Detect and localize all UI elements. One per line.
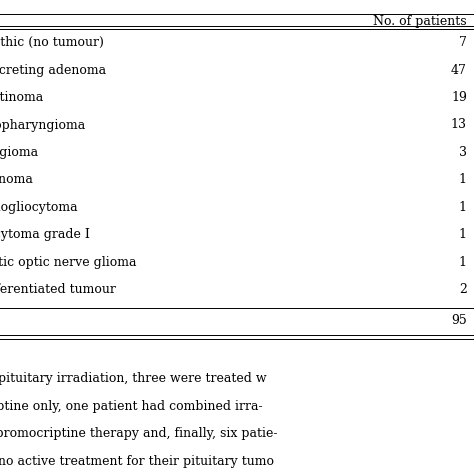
Text: Craniopharyngioma: Craniopharyngioma	[0, 118, 86, 131]
Text: 13: 13	[451, 118, 467, 131]
Text: Gangliogliocytoma: Gangliogliocytoma	[0, 201, 78, 214]
Text: 1: 1	[459, 256, 467, 269]
Text: 95: 95	[451, 314, 467, 327]
Text: 2: 2	[459, 283, 467, 296]
Text: Idiopathic (no tumour): Idiopathic (no tumour)	[0, 36, 104, 49]
Text: eived pituitary irradiation, three were treated w: eived pituitary irradiation, three were …	[0, 372, 266, 385]
Text: GH-secreting adenoma: GH-secreting adenoma	[0, 64, 106, 76]
Text: 3: 3	[459, 146, 467, 159]
Text: Germinoma: Germinoma	[0, 173, 34, 186]
Text: . and bromocriptine therapy and, finally, six patie-: . and bromocriptine therapy and, finally…	[0, 427, 277, 440]
Text: 7: 7	[459, 36, 467, 49]
Text: mocriptine only, one patient had combined irra-: mocriptine only, one patient had combine…	[0, 400, 262, 412]
Text: Astrocytoma grade I: Astrocytoma grade I	[0, 228, 90, 241]
Text: Pilocytic optic nerve glioma: Pilocytic optic nerve glioma	[0, 256, 136, 269]
Text: 1: 1	[459, 201, 467, 214]
Text: No. of patients: No. of patients	[373, 15, 467, 28]
Text: 19: 19	[451, 91, 467, 104]
Text: 47: 47	[451, 64, 467, 76]
Text: Prolactinoma: Prolactinoma	[0, 91, 44, 104]
Text: 1: 1	[459, 173, 467, 186]
Text: Meningioma: Meningioma	[0, 146, 39, 159]
Text: eived no active treatment for their pituitary tumo: eived no active treatment for their pitu…	[0, 455, 273, 467]
Text: 1: 1	[459, 228, 467, 241]
Text: Undifferentiated tumour: Undifferentiated tumour	[0, 283, 116, 296]
